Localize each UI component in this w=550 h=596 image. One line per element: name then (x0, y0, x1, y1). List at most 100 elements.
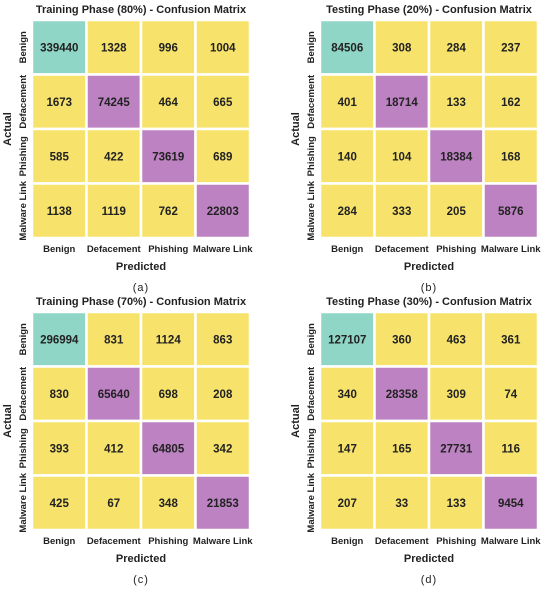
panel-1-cell-r2-c3 (194, 127, 252, 185)
panel-1-cell-r1-c3 (194, 73, 252, 131)
panel-2-cell-value-r3-c2: 205 (447, 206, 467, 218)
panel-1-caption: (a) (133, 282, 149, 294)
panel-3-y-tick-0: Benign (18, 323, 29, 355)
panel-1-x-tick-1: Defacement (87, 244, 142, 255)
panel-3-cell-value-r2-c1: 412 (104, 443, 123, 455)
panel-2-cell-r2-c2 (427, 127, 485, 185)
panel-1-cell-value-r0-c2: 996 (159, 42, 178, 54)
panel-1-y-tick-1: Defacement (18, 74, 29, 129)
panel-4-x-tick-3: Malware Link (481, 536, 541, 547)
panel-4-cell-value-r0-c0: 127107 (328, 334, 366, 346)
panel-4-cell-value-r2-c0: 147 (338, 443, 357, 455)
panel-2-cell-value-r3-c3: 5876 (498, 206, 524, 218)
panel-4-y-tick-2: Phishing (306, 428, 317, 468)
panel-2-y-tick-1: Defacement (306, 74, 317, 129)
panel-3-y-axis-title: Actual (2, 404, 14, 438)
panel-2-cell-r3-c0 (318, 182, 376, 240)
panel-1-title: Training Phase (80%) - Confusion Matrix (36, 4, 247, 16)
panel-4-cell-value-r1-c0: 340 (338, 389, 357, 401)
panel-2-cell-value-r0-c2: 284 (447, 42, 467, 54)
panel-4-cell-value-r1-c2: 309 (447, 389, 466, 401)
panel-2-cell-value-r1-c3: 162 (501, 97, 520, 109)
panel-3-x-axis-title: Predicted (116, 553, 166, 565)
panel-2-cell-value-r1-c0: 401 (338, 97, 358, 109)
panel-4-cell-r1-c1 (373, 365, 431, 423)
panel-3-cell-value-r1-c0: 830 (50, 389, 69, 401)
panel-4-cell-r0-c1 (373, 310, 431, 368)
panel-2-cell-r0-c3 (482, 18, 540, 76)
panel-3-y-tick-2: Phishing (18, 428, 29, 468)
panel-3-cell-value-r1-c1: 65640 (98, 389, 130, 401)
panel-1-x-tick-0: Benign (43, 244, 75, 255)
panel-4-cell-r3-c3 (482, 474, 540, 532)
panel-4-x-tick-0: Benign (331, 536, 363, 547)
panel-1-cell-value-r3-c1: 1119 (102, 206, 126, 218)
panel-3-cell-value-r1-c3: 208 (213, 389, 233, 401)
panel-4-cell-r3-c0 (318, 474, 376, 532)
panel-3-cell-r1-c0 (30, 365, 88, 423)
panel-4-cell-value-r0-c3: 361 (501, 334, 521, 346)
panel-1-x-tick-3: Malware Link (193, 244, 253, 255)
panel-4-y-tick-1: Defacement (306, 366, 317, 421)
panel-2-y-tick-2: Phishing (306, 136, 317, 176)
panel-4-cell-value-r1-c3: 74 (504, 389, 517, 401)
panel-1-cell-r2-c1 (85, 127, 143, 185)
panel-2-cell-value-r1-c1: 18714 (386, 97, 419, 109)
panel-2-cell-value-r0-c1: 308 (392, 42, 412, 54)
panel-4-x-tick-1: Defacement (375, 536, 430, 547)
panel-2-cell-r1-c3 (482, 73, 540, 131)
panel-3-cell-r3-c1 (85, 474, 143, 532)
panel-1-x-tick-2: Phishing (148, 244, 188, 255)
panel-4-caption: (d) (421, 574, 437, 586)
panel-3-cell-value-r0-c3: 863 (213, 334, 232, 346)
panel-2-cell-r3-c3 (482, 182, 540, 240)
panel-1-cell-r3-c3 (194, 182, 252, 240)
panel-4-cell-value-r3-c3: 9454 (498, 498, 524, 510)
panel-3-cell-value-r3-c0: 425 (50, 498, 70, 510)
panel-3-title: Training Phase (70%) - Confusion Matrix (36, 296, 247, 308)
panel-2-caption: (b) (421, 282, 437, 294)
panel-4-y-tick-3: Malware Link (306, 472, 317, 532)
panel-2-cell-value-r2-c2: 18384 (440, 151, 473, 163)
panel-1-cell-value-r1-c1: 74245 (98, 97, 131, 109)
panel-4-y-axis-title: Actual (290, 404, 302, 438)
panel-2-x-tick-0: Benign (331, 244, 363, 255)
panel-2-y-axis-title: Actual (290, 112, 302, 146)
panel-4-cell-r2-c2 (427, 419, 485, 477)
panel-1-cell-value-r1-c3: 665 (213, 97, 233, 109)
panel-2-y-tick-3: Malware Link (306, 180, 317, 240)
panel-1-y-tick-2: Phishing (18, 136, 29, 176)
panel-1-cell-value-r0-c3: 1004 (210, 42, 236, 54)
panel-4-cell-value-r2-c3: 116 (501, 443, 520, 455)
panel-2-cell-value-r2-c1: 104 (392, 151, 412, 163)
panel-3-y-tick-1: Defacement (18, 366, 29, 421)
panel-4-cell-r3-c1 (373, 474, 431, 532)
panel-1-cell-r3-c0 (30, 182, 88, 240)
panel-1-y-tick-0: Benign (18, 31, 29, 63)
panel-2-x-tick-1: Defacement (375, 244, 430, 255)
panel-1-cell-value-r2-c2: 73619 (152, 151, 184, 163)
panel-3-x-tick-3: Malware Link (193, 536, 253, 547)
panel-3-cell-r3-c0 (30, 474, 88, 532)
panel-4-cell-value-r2-c2: 27731 (440, 443, 473, 455)
panel-3-cell-value-r3-c2: 348 (159, 498, 179, 510)
panel-3-x-tick-1: Defacement (87, 536, 142, 547)
panel-3-cell-value-r2-c0: 393 (50, 443, 69, 455)
panel-1-cell-value-r2-c0: 585 (50, 151, 70, 163)
panel-2-cell-value-r2-c0: 140 (338, 151, 357, 163)
panel-4-cell-value-r3-c2: 133 (447, 498, 466, 510)
panel-1-cell-value-r1-c0: 1673 (46, 97, 72, 109)
panel-3-cell-value-r3-c3: 21853 (207, 498, 239, 510)
panel-2-cell-r3-c2 (427, 182, 485, 240)
panel-4-x-tick-2: Phishing (436, 536, 476, 547)
panel-1-x-axis-title: Predicted (116, 261, 166, 273)
panel-3-cell-value-r0-c0: 296994 (40, 334, 79, 346)
panel-4-title: Testing Phase (30%) - Confusion Matrix (326, 296, 533, 308)
panel-1-cell-r3-c1 (85, 182, 143, 240)
panel-4-cell-value-r1-c1: 28358 (386, 389, 419, 401)
panel-3-cell-value-r0-c1: 831 (104, 334, 124, 346)
panel-4-x-axis-title: Predicted (404, 553, 454, 565)
panel-1-y-tick-3: Malware Link (18, 180, 29, 240)
panel-1-cell-value-r1-c2: 464 (159, 97, 179, 109)
